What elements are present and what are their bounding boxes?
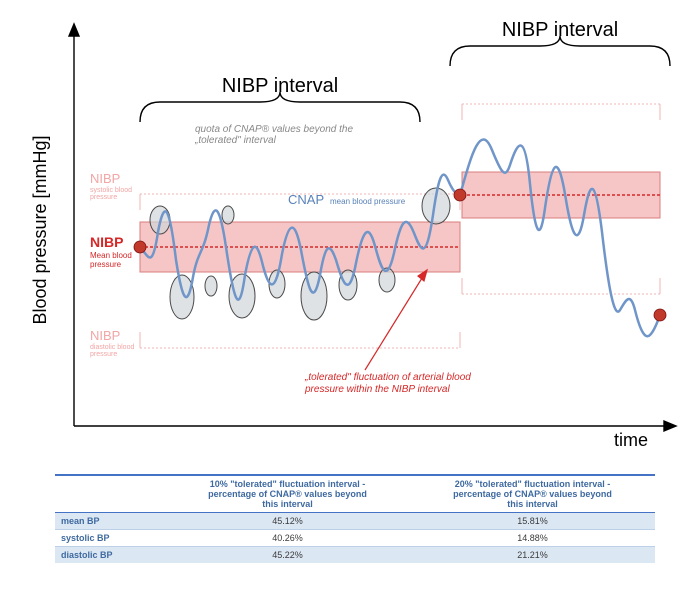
nibp-systolic-sub: systolic bloodpressure: [90, 187, 132, 201]
row-c3: 14.88%: [410, 530, 655, 547]
quota-annotation: quota of CNAP® values beyond the„tolerat…: [194, 124, 353, 146]
row-c2: 45.12%: [165, 513, 410, 530]
x-axis-label: time: [614, 430, 648, 450]
cnap-sub: mean blood pressure: [330, 197, 406, 206]
row-c3: 21.21%: [410, 547, 655, 564]
table-header-3: 20% "tolerated" fluctuation interval -pe…: [410, 475, 655, 513]
row-label: systolic BP: [55, 530, 165, 547]
results-table: 10% "tolerated" fluctuation interval -pe…: [55, 474, 655, 563]
nibp-mean-sub: Mean bloodpressure: [90, 251, 132, 269]
band-1: [140, 194, 460, 348]
table-row: diastolic BP45.22%21.21%: [55, 547, 655, 564]
row-c2: 40.26%: [165, 530, 410, 547]
table-body: mean BP45.12%15.81%systolic BP40.26%14.8…: [55, 513, 655, 564]
y-axis-label: Blood pressure [mmHg]: [30, 135, 50, 324]
tolerated-annotation: „tolerated" fluctuation of arterial bloo…: [304, 372, 471, 395]
chart-area: Blood pressure [mmHg] time NIBP interval…: [30, 0, 685, 450]
cnap-label: CNAP: [288, 192, 324, 207]
table-row: systolic BP40.26%14.88%: [55, 530, 655, 547]
table-header-2: 10% "tolerated" fluctuation interval -pe…: [165, 475, 410, 513]
nibp-diastolic-sub: diastolic bloodpressure: [90, 344, 134, 358]
row-label: diastolic BP: [55, 547, 165, 564]
nibp-systolic-label: NIBP: [90, 171, 120, 186]
band-2: [462, 104, 660, 294]
nibp-mean-label: NIBP: [90, 234, 123, 250]
nibp-left-labels: NIBP systolic bloodpressure NIBP Mean bl…: [90, 171, 134, 358]
row-label: mean BP: [55, 513, 165, 530]
row-c3: 15.81%: [410, 513, 655, 530]
tolerated-arrow: [365, 270, 427, 370]
row-c2: 45.22%: [165, 547, 410, 564]
table-row: mean BP45.12%15.81%: [55, 513, 655, 530]
nibp-diastolic-label: NIBP: [90, 328, 120, 343]
